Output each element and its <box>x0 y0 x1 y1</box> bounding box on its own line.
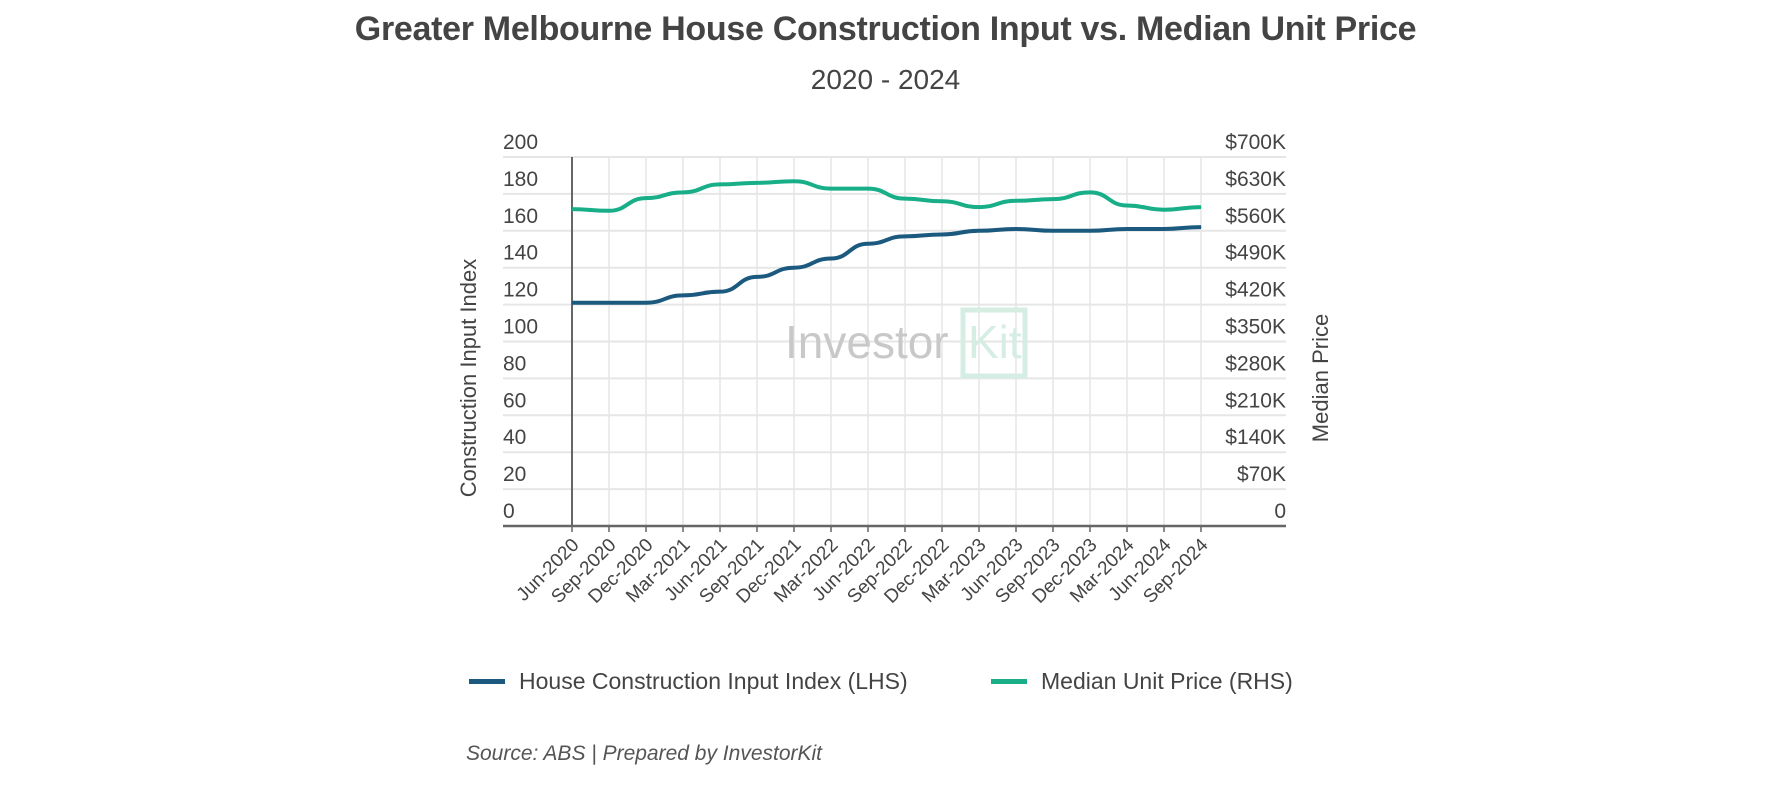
data-point <box>793 180 795 182</box>
data-point <box>645 197 647 199</box>
y-tick-left: 180 <box>503 168 538 191</box>
data-point <box>1089 230 1091 232</box>
legend-swatch-rhs <box>991 679 1027 684</box>
data-point <box>830 188 832 190</box>
data-point <box>1089 191 1091 193</box>
y-tick-right: 0 <box>1274 500 1286 523</box>
y-tick-right: $350K <box>1225 316 1286 339</box>
legend-label-rhs: Median Unit Price (RHS) <box>1041 668 1293 694</box>
y-tick-right: $280K <box>1225 352 1286 375</box>
data-point <box>571 208 573 210</box>
legend-label-lhs: House Construction Input Index (LHS) <box>519 668 908 694</box>
data-point <box>1015 228 1017 230</box>
data-point <box>1126 204 1128 206</box>
y-tick-left: 60 <box>503 389 526 412</box>
data-point <box>608 210 610 212</box>
y-tick-left: 20 <box>503 463 526 486</box>
data-point <box>830 257 832 259</box>
data-point <box>1052 230 1054 232</box>
data-point <box>793 267 795 269</box>
data-point <box>645 302 647 304</box>
chart-title: Greater Melbourne House Construction Inp… <box>354 10 1417 48</box>
data-point <box>978 230 980 232</box>
data-point <box>719 183 721 185</box>
y-tick-right: $700K <box>1225 131 1286 154</box>
y-tick-left: 40 <box>503 426 526 449</box>
data-point <box>1163 209 1165 211</box>
data-point <box>1015 200 1017 202</box>
chart-subtitle: 2020 - 2024 <box>810 64 961 95</box>
series-line-construction-index <box>572 225 1202 305</box>
data-point <box>904 235 906 237</box>
y-tick-right: $630K <box>1225 168 1286 191</box>
data-point <box>867 188 869 190</box>
data-point <box>719 291 721 293</box>
y-tick-right: $70K <box>1237 463 1286 486</box>
watermark-logo: Kit <box>968 316 1022 368</box>
data-point <box>756 276 758 278</box>
y-tick-left: 120 <box>503 279 538 302</box>
data-point <box>1200 226 1202 228</box>
data-point <box>1126 228 1128 230</box>
data-point <box>682 294 684 296</box>
legend-swatch-lhs <box>469 679 505 684</box>
data-point <box>608 302 610 304</box>
y-axis-title-right: Median Price <box>1308 314 1333 442</box>
source-note: Source: ABS | Prepared by InvestorKit <box>466 742 823 765</box>
data-point <box>1052 198 1054 200</box>
y-tick-left: 80 <box>503 352 526 375</box>
data-point <box>867 243 869 245</box>
data-point <box>1200 206 1202 208</box>
data-point <box>756 182 758 184</box>
data-point <box>978 206 980 208</box>
y-tick-right: $210K <box>1225 389 1286 412</box>
data-point <box>904 198 906 200</box>
y-tick-left: 100 <box>503 316 538 339</box>
y-tick-left: 140 <box>503 242 538 265</box>
watermark-logo: Investor <box>785 316 949 368</box>
y-axis-title-left: Construction Input Index <box>456 259 481 497</box>
data-point <box>682 191 684 193</box>
data-point <box>1163 228 1165 230</box>
data-point <box>571 302 573 304</box>
legend-item-lhs[interactable]: House Construction Input Index (LHS) <box>469 668 908 695</box>
y-tick-left: 160 <box>503 205 538 228</box>
series-line-median-unit-price <box>571 179 1202 213</box>
watermark-logo-box <box>960 307 1028 379</box>
y-tick-right: $560K <box>1225 205 1286 228</box>
data-point <box>941 233 943 235</box>
y-tick-right: $490K <box>1225 242 1286 265</box>
y-tick-right: $420K <box>1225 279 1286 302</box>
y-tick-left: 200 <box>503 131 538 154</box>
y-tick-right: $140K <box>1225 426 1286 449</box>
legend-item-rhs[interactable]: Median Unit Price (RHS) <box>991 668 1293 695</box>
y-tick-left: 0 <box>503 500 515 523</box>
data-point <box>941 200 943 202</box>
